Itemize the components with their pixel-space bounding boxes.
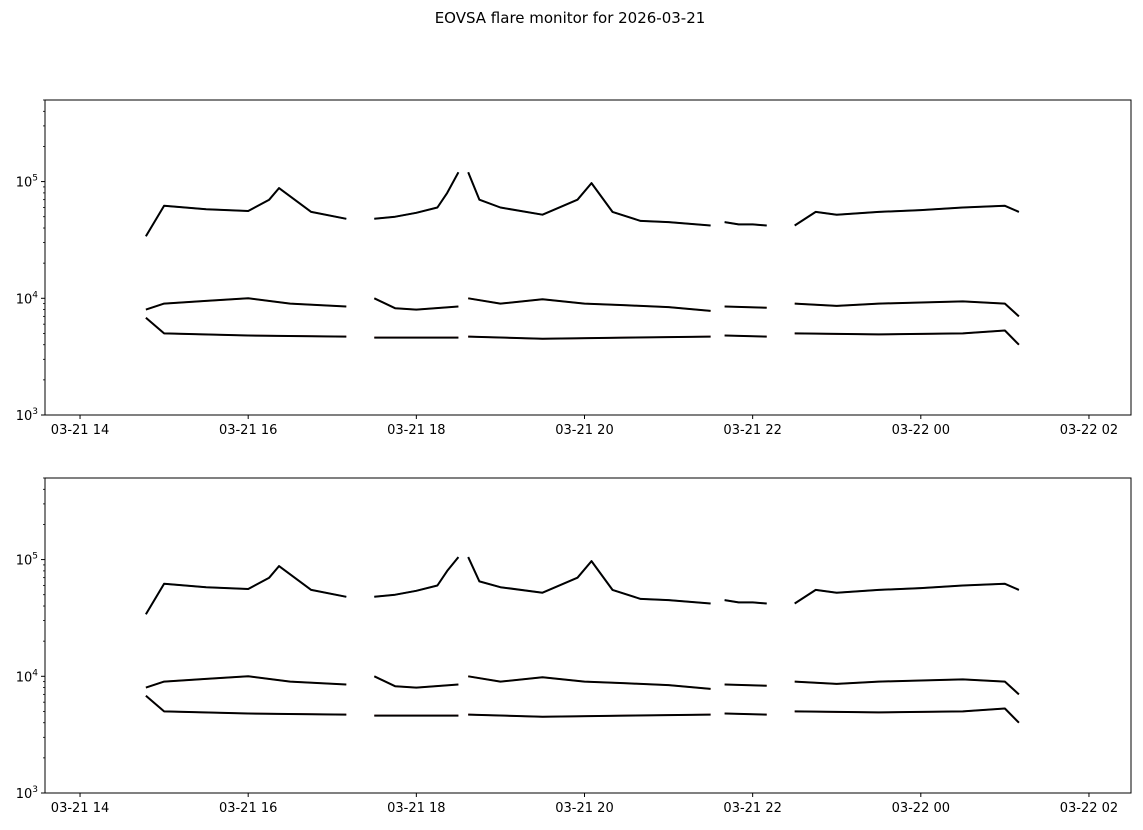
bottom-black-line-segment-3 [724, 599, 767, 605]
bottom-x-tick-label: 03-21 22 [723, 801, 781, 816]
top-x-tick-label: 03-21 22 [723, 423, 781, 438]
bottom-x-tick-label: 03-21 14 [51, 801, 109, 816]
top-x-tick-label: 03-21 16 [219, 423, 277, 438]
bottom-x-tick-label: 03-21 16 [219, 801, 277, 816]
bottom-panel: 03-21 14 03-21 16 03-21 18 03-21 20 03-21 22… [16, 477, 1132, 816]
top-black-line-segment-6 [373, 297, 459, 311]
top-x-tick-label: 03-22 02 [1060, 423, 1118, 438]
top-panel: 03-21 14 03-21 16 03-21 18 03-21 20 03-21 22… [16, 99, 1132, 438]
bottom-y-tick-label: 103 [16, 785, 38, 802]
top-x-tick-label: 03-21 14 [51, 423, 109, 438]
top-black-line-segment-5 [145, 297, 347, 311]
bottom-black-line-segment-14 [794, 707, 1020, 724]
bottom-y-tick-label: 105 [16, 552, 38, 569]
top-y-tick-label: 104 [16, 290, 39, 307]
bottom-black-line-segment-1 [374, 556, 460, 598]
top-x-tick-label: 03-21 18 [387, 423, 445, 438]
bottom-x-tick-label: 03-22 00 [892, 801, 950, 816]
top-black-line-segment-14 [794, 329, 1020, 346]
top-black-line-segment-4 [794, 204, 1020, 227]
bottom-panel-frame [44, 477, 1132, 794]
top-black-line-segment-3 [724, 221, 767, 227]
bottom-black-line-segment-9 [794, 678, 1020, 696]
top-black-line-segment-7 [468, 297, 711, 312]
top-x-tick-label: 03-22 00 [892, 423, 950, 438]
bottom-black-line-segment-6 [373, 675, 459, 689]
top-panel-frame [44, 99, 1132, 416]
top-blue-line-segment-4 [794, 205, 1020, 227]
top-black-line-segment-12 [468, 335, 711, 340]
top-x-tick-label: 03-21 20 [555, 423, 613, 438]
top-series-lines [145, 171, 1020, 346]
top-black-line-segment-13 [724, 334, 767, 338]
top-blue-line-segment-2 [467, 171, 711, 227]
bottom-black-line-segment-13 [724, 712, 767, 716]
bottom-black-line-segment-10 [145, 695, 347, 716]
figure-title: EOVSA flare monitor for 2026-03-21 [435, 9, 706, 27]
bottom-black-line-segment-0 [145, 565, 347, 615]
bottom-black-line-segment-2 [467, 556, 711, 605]
top-black-line-segment-9 [794, 300, 1020, 318]
top-black-line-segment-2 [467, 171, 711, 227]
bottom-blue-line-segment-4 [794, 582, 1020, 605]
bottom-series-lines [145, 556, 1020, 724]
bottom-black-line-segment-5 [145, 675, 347, 689]
bottom-black-line-segment-4 [794, 582, 1020, 605]
top-black-line-segment-8 [724, 305, 767, 309]
bottom-black-line-segment-7 [468, 675, 711, 690]
bottom-x-tick-label: 03-21 20 [555, 801, 613, 816]
bottom-black-line-segment-8 [724, 683, 767, 687]
bottom-x-tick-label: 03-22 02 [1060, 801, 1118, 816]
top-y-tick-label: 103 [16, 407, 38, 424]
top-black-line-segment-10 [145, 317, 347, 338]
top-black-line-segment-1 [374, 171, 460, 220]
top-black-line-segment-0 [145, 187, 347, 237]
top-y-tick-label: 105 [16, 174, 38, 191]
bottom-black-line-segment-12 [468, 713, 711, 718]
bottom-x-tick-label: 03-21 18 [387, 801, 445, 816]
bottom-y-tick-label: 104 [16, 668, 39, 685]
